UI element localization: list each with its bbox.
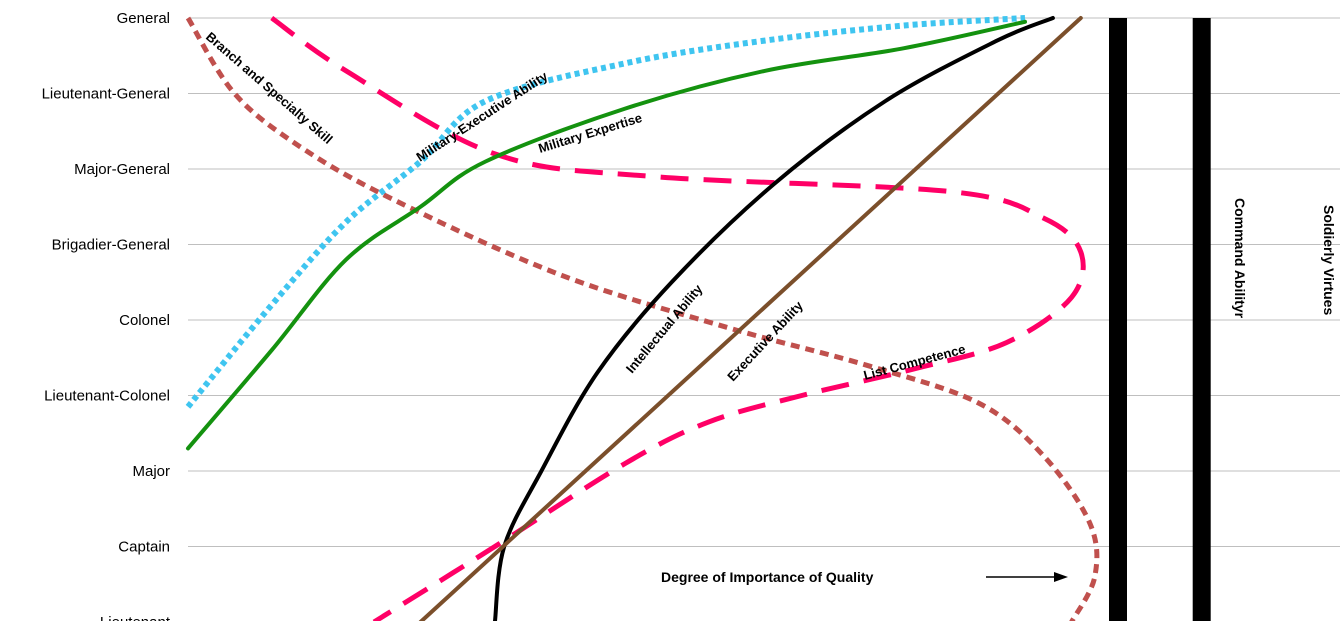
label-intellectual-ability: Intellectual Ability	[623, 281, 706, 376]
series-line-intellectual-ability	[492, 16, 1055, 621]
label-branch-specialty: Branch and Specialty Skill	[203, 29, 336, 147]
label-command-ability: Command Abilityr	[1232, 198, 1248, 319]
series-line-branch-and-specialty-skill	[185, 16, 1100, 621]
y-tick-label: Colonel	[119, 312, 170, 329]
label-executive-ability: Executive Ability	[724, 298, 806, 385]
y-tick-label: Captain	[118, 539, 170, 556]
series-line-list-competence	[270, 15, 1086, 621]
y-tick-label: General	[117, 10, 170, 27]
series-line-military-executive-ability	[185, 15, 1026, 409]
y-tick-label: Lieutenant	[100, 614, 171, 621]
y-tick-label: Lieutenant-Colonel	[44, 388, 170, 405]
series-group	[185, 15, 1211, 621]
y-axis-labels: Lieutenant Captain Major Lieutenant-Colonel…	[42, 10, 171, 621]
x-axis-label: Degree of Importance of Quality	[661, 569, 874, 585]
series-line-executive-ability	[418, 16, 1083, 621]
series-line-military-expertise	[186, 19, 1027, 451]
label-soldierly-virtues: Soldierly Virtues	[1321, 205, 1337, 315]
y-tick-label: Major-General	[74, 161, 170, 178]
label-military-executive: Military-Executive Ability	[413, 68, 550, 165]
y-tick-label: Brigadier-General	[52, 237, 170, 254]
grid-lines	[188, 17, 1340, 547]
y-tick-label: Major	[132, 463, 170, 480]
y-tick-label: Lieutenant-General	[42, 86, 170, 103]
arrowhead-icon	[1054, 572, 1068, 582]
